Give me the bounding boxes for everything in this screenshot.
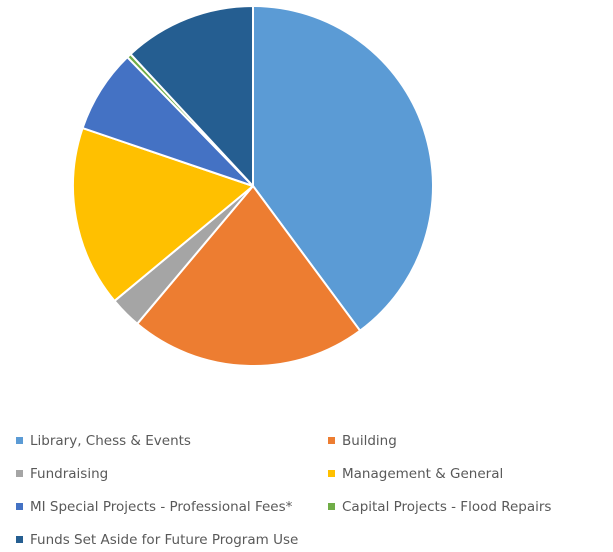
- pie-slices: [72, 5, 434, 367]
- legend-item-mi-special-projects: MI Special Projects - Professional Fees*: [16, 494, 328, 519]
- chart-legend: Library, Chess & Events Building Fundrai…: [16, 428, 606, 552]
- pie-chart: [72, 5, 434, 367]
- legend-swatch-funds-set-aside: [16, 536, 23, 543]
- legend-swatch-building: [328, 437, 335, 444]
- legend-swatch-capital-projects-flood-repairs: [328, 503, 335, 510]
- legend-label-funds-set-aside: Funds Set Aside for Future Program Use: [30, 531, 299, 548]
- legend-label-building: Building: [342, 432, 397, 449]
- pie-slice-funds-set-aside-for-future-program-use: [129, 5, 254, 187]
- pie-slice-library-chess-events: [252, 5, 434, 332]
- legend-item-fundraising: Fundraising: [16, 461, 328, 486]
- legend-swatch-mi-special-projects: [16, 503, 23, 510]
- legend-label-mi-special-projects: MI Special Projects - Professional Fees*: [30, 498, 293, 515]
- legend-label-fundraising: Fundraising: [30, 465, 109, 482]
- legend-item-library-chess-events: Library, Chess & Events: [16, 428, 328, 453]
- legend-label-library-chess-events: Library, Chess & Events: [30, 432, 191, 449]
- legend-label-capital-projects-flood-repairs: Capital Projects - Flood Repairs: [342, 498, 552, 515]
- legend-item-building: Building: [328, 428, 606, 453]
- legend-label-management-general: Management & General: [342, 465, 504, 482]
- legend-swatch-fundraising: [16, 470, 23, 477]
- legend-item-capital-projects-flood-repairs: Capital Projects - Flood Repairs: [328, 494, 606, 519]
- legend-item-management-general: Management & General: [328, 461, 606, 486]
- legend-swatch-library-chess-events: [16, 437, 23, 444]
- legend-swatch-management-general: [328, 470, 335, 477]
- legend-item-funds-set-aside: Funds Set Aside for Future Program Use: [16, 527, 328, 552]
- pie-slice-building: [136, 185, 362, 367]
